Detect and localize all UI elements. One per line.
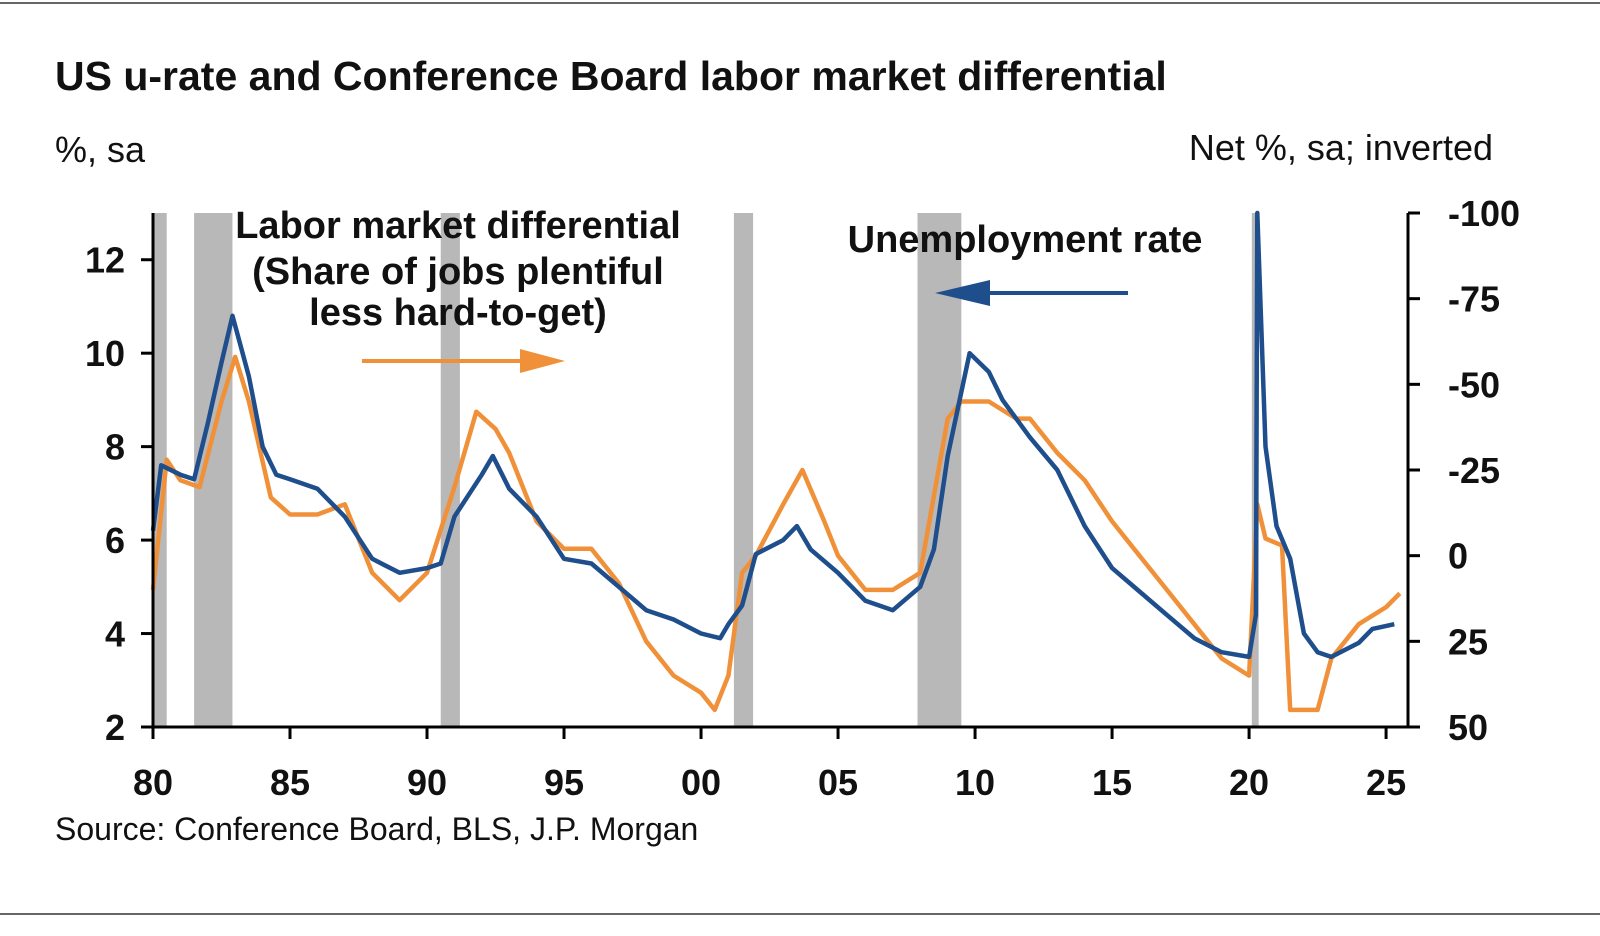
x-tick-label: 85 bbox=[270, 762, 310, 803]
y-tick-label: 12 bbox=[85, 240, 125, 281]
y2-tick-label: -25 bbox=[1448, 450, 1500, 491]
x-tick-label: 00 bbox=[681, 762, 721, 803]
arrow-head bbox=[935, 280, 990, 306]
x-tick-label: 15 bbox=[1092, 762, 1132, 803]
x-tick-label: 25 bbox=[1366, 762, 1406, 803]
series-line bbox=[150, 210, 1395, 660]
x-tick-label: 90 bbox=[407, 762, 447, 803]
series-line bbox=[150, 354, 1402, 713]
y-axis-label: %, sa bbox=[55, 129, 146, 170]
arrow-head bbox=[520, 349, 565, 373]
y2-tick-label: -75 bbox=[1448, 279, 1500, 320]
series-annotation: Unemployment rate bbox=[848, 219, 1203, 261]
y-tick-label: 8 bbox=[105, 427, 125, 468]
y-tick-label: 10 bbox=[85, 333, 125, 374]
x-tick-label: 10 bbox=[955, 762, 995, 803]
y2-tick-label: 25 bbox=[1448, 621, 1488, 662]
x-tick-label: 95 bbox=[544, 762, 584, 803]
recession-band bbox=[194, 213, 233, 727]
x-tick-label: 05 bbox=[818, 762, 858, 803]
annotations: Labor market differential (Share of jobs… bbox=[235, 205, 1202, 373]
y2-axis-label: Net %, sa; inverted bbox=[1189, 127, 1493, 168]
y-tick-label: 6 bbox=[105, 520, 125, 561]
recession-band bbox=[440, 213, 460, 727]
chart-title: US u-rate and Conference Board labor mar… bbox=[55, 53, 1167, 99]
y2-tick-label: 50 bbox=[1448, 707, 1488, 748]
y2-tick-label: -50 bbox=[1448, 364, 1500, 405]
x-tick-label: 20 bbox=[1229, 762, 1269, 803]
recession-band bbox=[733, 213, 754, 727]
annotation-line: (Share of jobs plentiful bbox=[252, 251, 664, 293]
source: Source: Conference Board, BLS, J.P. Morg… bbox=[55, 811, 698, 847]
annotation-line: less hard-to-get) bbox=[309, 292, 607, 334]
x-tick-label: 80 bbox=[133, 762, 173, 803]
plot-area: 2 4 6 8 10 12 50 25 0 -25 -50 -75 -100 80 85 90 95 00 05 10… bbox=[85, 193, 1520, 803]
y-tick-label: 2 bbox=[105, 707, 125, 748]
y2-tick-label: 0 bbox=[1448, 536, 1468, 577]
y2-tick-label: -100 bbox=[1448, 193, 1520, 234]
series-annotation: Labor market differential bbox=[235, 205, 681, 247]
y-tick-label: 4 bbox=[105, 614, 125, 655]
